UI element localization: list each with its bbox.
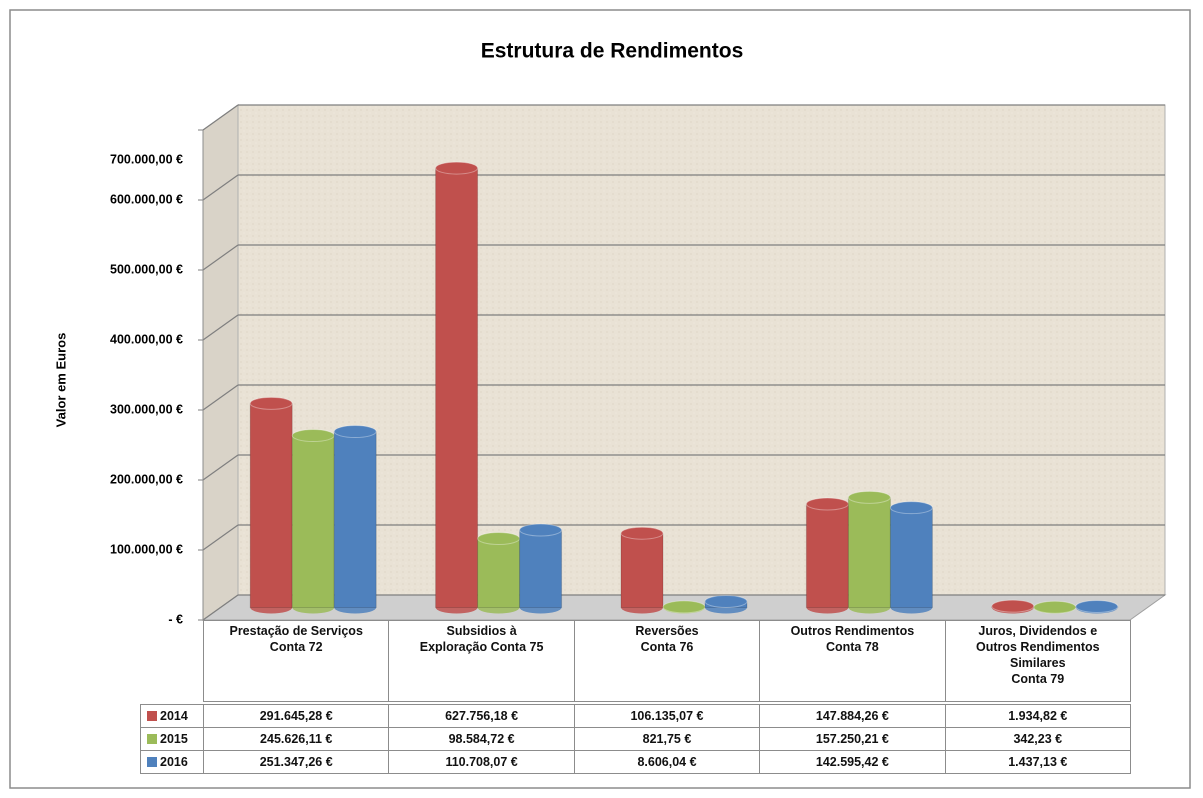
table-value: 147.884,26 € bbox=[759, 704, 946, 728]
bar-cap bbox=[333, 425, 377, 439]
y-tick-label: 700.000,00 € bbox=[110, 152, 183, 166]
grid-line-side bbox=[202, 104, 239, 131]
bar-cap bbox=[991, 599, 1035, 613]
chart-title: Estrutura de Rendimentos bbox=[481, 40, 744, 63]
legend-swatch bbox=[147, 711, 157, 721]
bar bbox=[477, 538, 520, 608]
bar bbox=[334, 431, 377, 608]
table-value: 291.645,28 € bbox=[203, 704, 390, 728]
bar bbox=[292, 435, 335, 608]
legend-swatch bbox=[147, 734, 157, 744]
bar bbox=[890, 507, 933, 608]
category-label: Juros, Dividendos e Outros Rendimentos S… bbox=[944, 620, 1131, 702]
bar bbox=[848, 497, 891, 608]
bar-cap bbox=[519, 523, 563, 537]
y-tick-label: 200.000,00 € bbox=[110, 472, 183, 486]
y-tick-label: 400.000,00 € bbox=[110, 332, 183, 346]
legend-label: 2015 bbox=[160, 732, 188, 746]
table-value: 8.606,04 € bbox=[573, 750, 761, 774]
table-value: 1.934,82 € bbox=[944, 704, 1131, 728]
legend-entry: 2014 bbox=[140, 704, 204, 728]
bar bbox=[250, 403, 293, 608]
table-value: 342,23 € bbox=[944, 727, 1131, 751]
bar-cap bbox=[704, 594, 748, 608]
bar bbox=[806, 503, 849, 608]
grid-line-side bbox=[202, 174, 239, 201]
grid-line-side bbox=[202, 454, 239, 481]
bar-cap bbox=[435, 161, 479, 175]
category-label: Reversões Conta 76 bbox=[573, 620, 761, 702]
bar bbox=[435, 168, 478, 608]
back-wall bbox=[237, 104, 1166, 596]
bar-cap bbox=[889, 501, 933, 515]
y-tick-label: 600.000,00 € bbox=[110, 192, 183, 206]
y-tick-label: - € bbox=[168, 612, 183, 626]
bar-cap bbox=[477, 531, 521, 545]
table-value: 106.135,07 € bbox=[573, 704, 761, 728]
table-value: 98.584,72 € bbox=[388, 727, 575, 751]
side-wall bbox=[202, 104, 239, 621]
legend-entry: 2015 bbox=[140, 727, 204, 751]
table-value: 627.756,18 € bbox=[388, 704, 575, 728]
y-tick-label: 300.000,00 € bbox=[110, 402, 183, 416]
table-value: 142.595,42 € bbox=[759, 750, 946, 774]
table-value: 821,75 € bbox=[573, 727, 761, 751]
grid-line-side bbox=[202, 244, 239, 271]
bar-cap bbox=[291, 429, 335, 443]
category-label: Prestação de Serviços Conta 72 bbox=[203, 620, 390, 702]
bar bbox=[519, 530, 562, 608]
legend-label: 2014 bbox=[160, 709, 188, 723]
legend-swatch bbox=[147, 757, 157, 767]
y-axis-label: Valor em Euros bbox=[53, 333, 68, 428]
legend-entry: 2016 bbox=[140, 750, 204, 774]
bar-cap bbox=[662, 600, 706, 614]
legend-label: 2016 bbox=[160, 755, 188, 769]
bar-cap bbox=[1075, 599, 1119, 613]
bar-cap bbox=[805, 497, 849, 511]
table-value: 157.250,21 € bbox=[759, 727, 946, 751]
table-value: 251.347,26 € bbox=[203, 750, 390, 774]
grid-line-side bbox=[202, 384, 239, 411]
grid-line-side bbox=[202, 314, 239, 341]
table-value: 245.626,11 € bbox=[203, 727, 390, 751]
category-label: Outros Rendimentos Conta 78 bbox=[759, 620, 946, 702]
table-value: 110.708,07 € bbox=[388, 750, 575, 774]
grid-line-side bbox=[202, 524, 239, 551]
bar-cap bbox=[620, 526, 664, 540]
bar-cap bbox=[1033, 600, 1077, 614]
table-value: 1.437,13 € bbox=[944, 750, 1131, 774]
y-tick-label: 500.000,00 € bbox=[110, 262, 183, 276]
bar-cap bbox=[847, 490, 891, 504]
bar-cap bbox=[249, 396, 293, 410]
bar bbox=[621, 533, 663, 608]
grid-line-side bbox=[202, 594, 239, 621]
category-label: Subsidios à Exploração Conta 75 bbox=[388, 620, 575, 702]
y-tick-label: 100.000,00 € bbox=[110, 542, 183, 556]
